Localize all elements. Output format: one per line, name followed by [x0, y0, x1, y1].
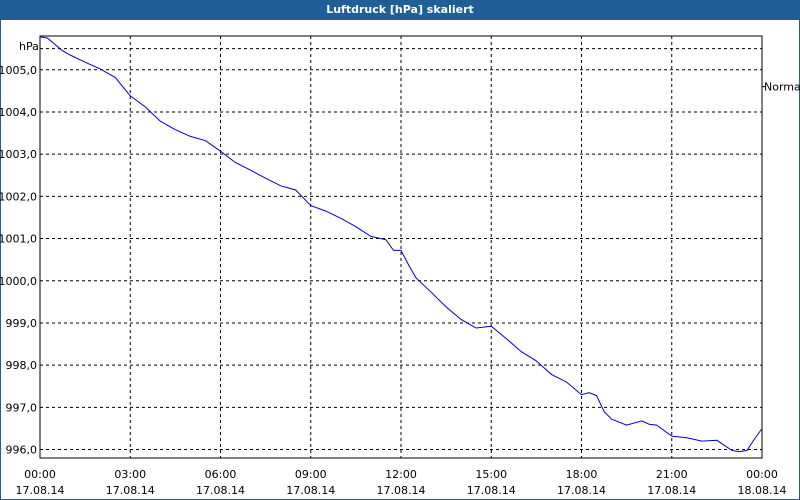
x-tick-date: 17.08.14 — [286, 484, 335, 497]
grid-lines — [40, 36, 762, 458]
x-tick-date: 17.08.14 — [377, 484, 426, 497]
x-tick-time: 09:00 — [295, 468, 327, 481]
x-tick-time: 00:00 — [24, 468, 56, 481]
y-axis-label: hPa — [19, 40, 39, 53]
x-tick-date: 17.08.14 — [196, 484, 245, 497]
y-tick-label: 998,0 — [6, 359, 38, 372]
x-tick-date: 18.08.14 — [738, 484, 787, 497]
y-axis: 996,0 997,0 998,0 999,0 1000,0 1001,0 1002,0 10… — [0, 64, 37, 457]
x-tick-time: 21:00 — [656, 468, 688, 481]
series-line — [39, 36, 763, 453]
y-tick-label: 1004,0 — [0, 106, 37, 119]
x-tick-date: 17.08.14 — [106, 484, 155, 497]
x-tick-date: 17.08.14 — [647, 484, 696, 497]
y-tick-label: 1002,0 — [0, 190, 37, 203]
x-tick-time: 18:00 — [566, 468, 598, 481]
y-tick-label: 1003,0 — [0, 148, 37, 161]
x-tick-time: 15:00 — [475, 468, 507, 481]
x-tick-time: 12:00 — [385, 468, 417, 481]
x-tick-time: 03:00 — [114, 468, 146, 481]
y-tick-label: 1000,0 — [0, 275, 37, 288]
y-tick-label: 999,0 — [6, 317, 38, 330]
y-tick-label: 996,0 — [6, 444, 38, 457]
reference-label: Normal — [764, 81, 800, 94]
y-tick-label: 997,0 — [6, 401, 38, 414]
x-tick-date: 17.08.14 — [16, 484, 65, 497]
x-tick-time: 06:00 — [205, 468, 237, 481]
y-tick-label: 1001,0 — [0, 233, 37, 246]
y-tick-label: 1005,0 — [0, 64, 37, 77]
x-tick-date: 17.08.14 — [557, 484, 606, 497]
x-tick-time: 00:00 — [746, 468, 778, 481]
chart-title: Luftdruck [hPa] skaliert — [0, 0, 800, 20]
x-tick-date: 17.08.14 — [467, 484, 516, 497]
x-axis: 00:00 17.08.14 03:00 17.08.14 06:00 17.08.14 0… — [16, 468, 787, 497]
